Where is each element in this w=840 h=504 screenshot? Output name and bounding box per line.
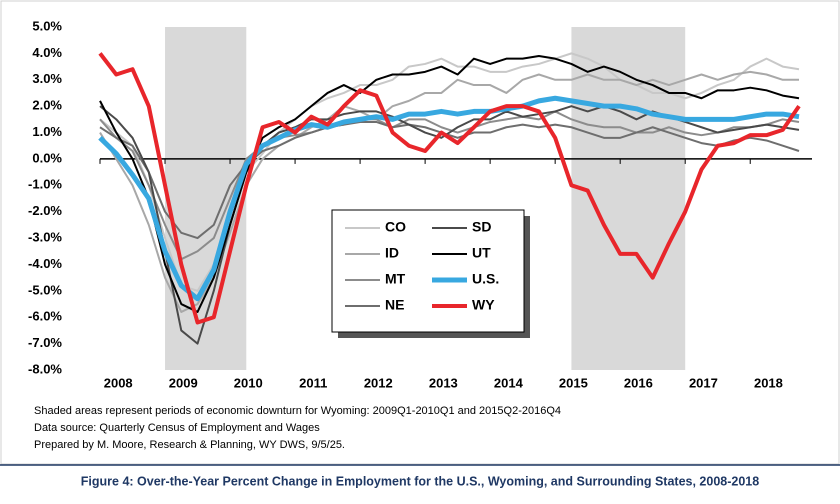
series-line	[99, 110, 800, 261]
y-tick-label: 0.0%	[32, 150, 62, 165]
x-tick-label: 2014	[494, 375, 524, 390]
y-tick-label: -1.0%	[28, 177, 62, 192]
y-tick-label: -3.0%	[28, 230, 62, 245]
note: Prepared by M. Moore, Research & Plannin…	[34, 439, 345, 451]
legend-label: U.S.	[472, 271, 499, 287]
legend-label: WY	[472, 297, 495, 313]
legend-label: ID	[385, 245, 399, 261]
caption: Figure 4: Over-the-Year Percent Change i…	[81, 474, 759, 488]
series-line	[98, 52, 801, 325]
y-tick-label: -6.0%	[28, 309, 62, 324]
x-tick-label: 2018	[754, 375, 783, 390]
y-tick-label: 1.0%	[32, 124, 62, 139]
x-tick-label: 2009	[169, 375, 198, 390]
x-tick-label: 2013	[429, 375, 458, 390]
legend-label: NE	[385, 297, 404, 313]
y-tick-label: -4.0%	[28, 256, 62, 271]
series-line	[98, 95, 800, 302]
x-tick-label: 2015	[559, 375, 588, 390]
y-tick-label: 3.0%	[32, 71, 62, 86]
y-tick-label: -7.0%	[28, 335, 62, 350]
shaded-period	[571, 27, 686, 370]
legend-label: UT	[472, 245, 491, 261]
y-tick-label: -8.0%	[28, 361, 62, 376]
legend-label: SD	[472, 219, 491, 235]
y-tick-label: -2.0%	[28, 203, 62, 218]
x-tick-label: 2017	[689, 375, 718, 390]
x-tick-label: 2010	[234, 375, 263, 390]
note: Data source: Quarterly Census of Employm…	[34, 422, 320, 434]
x-tick-label: 2011	[299, 375, 327, 390]
x-tick-label: 2008	[104, 375, 133, 390]
series-line	[99, 120, 800, 240]
y-tick-label: 4.0%	[32, 45, 62, 60]
legend-label: MT	[385, 271, 406, 287]
legend: CO ID MT NE SD UT U.S. WY	[331, 209, 530, 338]
y-tick-label: 5.0%	[32, 18, 62, 33]
legend-box	[331, 209, 525, 333]
note: Shaded areas represent periods of econom…	[34, 405, 561, 417]
x-tick-label: 2016	[624, 375, 653, 390]
legend-label: CO	[385, 219, 406, 235]
y-tick-label: 2.0%	[32, 98, 62, 113]
y-tick-label: -5.0%	[28, 282, 62, 297]
x-tick-label: 2012	[364, 375, 393, 390]
